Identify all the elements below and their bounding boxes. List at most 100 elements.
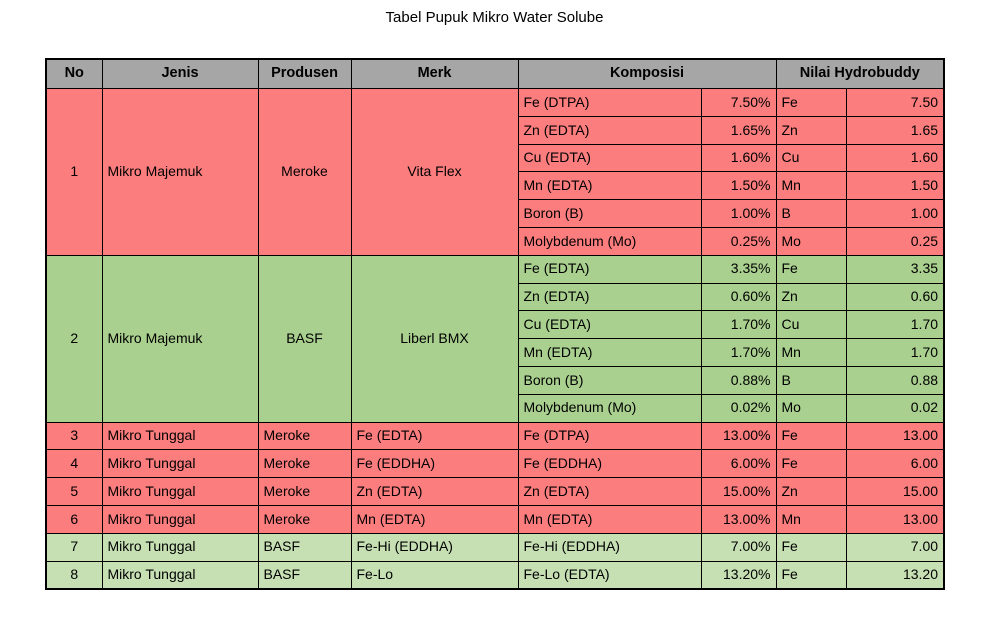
cell-hydro-value: 6.00 [845, 449, 945, 479]
cell-hydro-element: Cu [775, 310, 847, 340]
cell-merk: Zn (EDTA) [350, 477, 519, 506]
cell-hydro-element: Zn [775, 115, 847, 145]
cell-komposisi-name: Fe (EDDHA) [517, 449, 702, 479]
cell-komposisi-name: Fe-Lo (EDTA) [517, 560, 702, 590]
cell-komposisi-pct: 1.60% [700, 143, 777, 173]
cell-no: 8 [45, 560, 103, 590]
cell-hydro-element: Zn [775, 282, 847, 312]
table-row: 5 Mikro Tunggal Meroke Zn (EDTA) Zn (EDT… [45, 477, 945, 506]
cell-hydro-element: Fe [775, 421, 847, 451]
table-row: 1 Mikro Majemuk Meroke Vita Flex Fe (DTP… [45, 88, 945, 256]
cell-komposisi-name: Boron (B) [517, 365, 702, 395]
cell-hydro-element: Mn [775, 171, 847, 201]
cell-merk: Vita Flex [350, 88, 519, 256]
cell-hydro-value: 1.70 [845, 338, 945, 367]
cell-jenis: Mikro Tunggal [101, 532, 259, 562]
cell-no: 7 [45, 532, 103, 562]
cell-komposisi-name: Mn (EDTA) [517, 504, 702, 534]
cell-komposisi-name: Molybdenum (Mo) [517, 393, 702, 423]
header-jenis: Jenis [101, 58, 259, 89]
cell-komposisi-pct: 13.20% [700, 560, 777, 590]
cell-hydro-value: 1.70 [845, 310, 945, 340]
cell-komposisi-name: Zn (EDTA) [517, 115, 702, 145]
cell-jenis: Mikro Majemuk [101, 254, 259, 423]
cell-hydro-value: 0.88 [845, 365, 945, 395]
cell-no: 4 [45, 449, 103, 479]
cell-hydro-element: Mo [775, 393, 847, 423]
cell-hydro-value: 13.00 [845, 421, 945, 451]
header-merk: Merk [350, 58, 519, 89]
cell-komposisi-pct: 0.02% [700, 393, 777, 423]
cell-komposisi-name: Mn (EDTA) [517, 338, 702, 367]
cell-hydro-element: Mn [775, 504, 847, 534]
cell-hydro-element: Fe [775, 449, 847, 479]
cell-no: 2 [45, 254, 103, 423]
cell-merk: Mn (EDTA) [350, 504, 519, 534]
cell-komposisi-pct: 13.00% [700, 504, 777, 534]
cell-komposisi-name: Mn (EDTA) [517, 171, 702, 201]
cell-komposisi-pct: 6.00% [700, 449, 777, 479]
cell-komposisi-pct: 13.00% [700, 421, 777, 451]
cell-jenis: Mikro Tunggal [101, 449, 259, 479]
table-row: 4 Mikro Tunggal Meroke Fe (EDDHA) Fe (ED… [45, 449, 945, 479]
cell-produsen: Meroke [257, 449, 352, 479]
cell-hydro-value: 1.65 [845, 115, 945, 145]
cell-merk: Liberl BMX [350, 254, 519, 423]
cell-komposisi-pct: 1.00% [700, 199, 777, 228]
cell-komposisi-pct: 15.00% [700, 477, 777, 506]
cell-komposisi-name: Fe-Hi (EDDHA) [517, 532, 702, 562]
cell-komposisi-pct: 7.00% [700, 532, 777, 562]
cell-merk: Fe-Lo [350, 560, 519, 590]
table-row: 2 Mikro Majemuk BASF Liberl BMX Fe (EDTA… [45, 254, 945, 423]
cell-produsen: BASF [257, 532, 352, 562]
cell-komposisi-pct: 1.70% [700, 310, 777, 340]
table-row: 6 Mikro Tunggal Meroke Mn (EDTA) Mn (EDT… [45, 504, 945, 534]
cell-merk: Fe-Hi (EDDHA) [350, 532, 519, 562]
cell-no: 6 [45, 504, 103, 534]
cell-komposisi-pct: 1.70% [700, 338, 777, 367]
cell-produsen: BASF [257, 254, 352, 423]
cell-komposisi-pct: 1.50% [700, 171, 777, 201]
cell-komposisi-name: Zn (EDTA) [517, 477, 702, 506]
cell-produsen: Meroke [257, 504, 352, 534]
cell-hydro-element: B [775, 199, 847, 228]
cell-hydro-element: B [775, 365, 847, 395]
fertilizer-table: No Jenis Produsen Merk Komposisi Nilai H… [45, 58, 946, 591]
cell-hydro-value: 7.00 [845, 532, 945, 562]
cell-komposisi-name: Fe (DTPA) [517, 421, 702, 451]
cell-hydro-value: 1.50 [845, 171, 945, 201]
cell-komposisi-pct: 7.50% [700, 88, 777, 117]
cell-hydro-element: Fe [775, 254, 847, 284]
cell-komposisi-pct: 0.60% [700, 282, 777, 312]
cell-hydro-element: Mo [775, 226, 847, 256]
cell-komposisi-pct: 1.65% [700, 115, 777, 145]
cell-no: 3 [45, 421, 103, 451]
cell-jenis: Mikro Tunggal [101, 560, 259, 590]
cell-merk: Fe (EDTA) [350, 421, 519, 451]
cell-hydro-value: 0.02 [845, 393, 945, 423]
cell-no: 5 [45, 477, 103, 506]
table-row: 3 Mikro Tunggal Meroke Fe (EDTA) Fe (DTP… [45, 421, 945, 451]
cell-komposisi-pct: 0.88% [700, 365, 777, 395]
cell-hydro-element: Fe [775, 88, 847, 117]
cell-produsen: Meroke [257, 477, 352, 506]
cell-hydro-value: 1.60 [845, 143, 945, 173]
cell-komposisi-name: Molybdenum (Mo) [517, 226, 702, 256]
header-no: No [45, 58, 103, 89]
cell-komposisi-name: Fe (EDTA) [517, 254, 702, 284]
cell-merk: Fe (EDDHA) [350, 449, 519, 479]
cell-hydro-value: 0.25 [845, 226, 945, 256]
header-nilai-hydrobuddy: Nilai Hydrobuddy [775, 58, 945, 89]
cell-komposisi-name: Boron (B) [517, 199, 702, 228]
table-row: 8 Mikro Tunggal BASF Fe-Lo Fe-Lo (EDTA) … [45, 560, 945, 590]
cell-jenis: Mikro Tunggal [101, 421, 259, 451]
cell-produsen: BASF [257, 560, 352, 590]
cell-hydro-element: Fe [775, 532, 847, 562]
cell-hydro-element: Fe [775, 560, 847, 590]
cell-hydro-value: 13.00 [845, 504, 945, 534]
cell-komposisi-pct: 0.25% [700, 226, 777, 256]
cell-no: 1 [45, 88, 103, 256]
cell-komposisi-pct: 3.35% [700, 254, 777, 284]
cell-hydro-value: 15.00 [845, 477, 945, 506]
